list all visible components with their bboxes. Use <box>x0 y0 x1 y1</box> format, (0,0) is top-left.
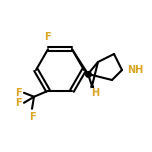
Text: F: F <box>44 32 50 42</box>
Polygon shape <box>91 86 94 95</box>
Text: F: F <box>15 98 22 108</box>
Text: F: F <box>29 112 35 122</box>
Text: NH: NH <box>127 65 143 75</box>
Text: F: F <box>15 88 22 98</box>
Text: H: H <box>91 88 99 98</box>
